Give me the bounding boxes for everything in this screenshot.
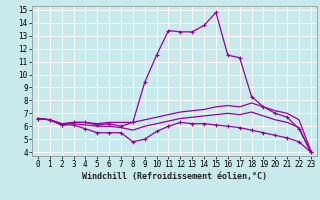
- X-axis label: Windchill (Refroidissement éolien,°C): Windchill (Refroidissement éolien,°C): [82, 172, 267, 181]
